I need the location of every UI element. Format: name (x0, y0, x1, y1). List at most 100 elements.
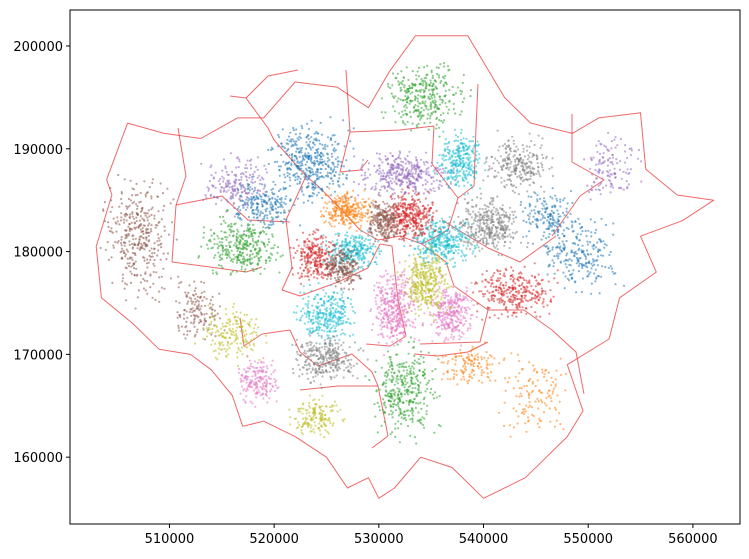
data-point (352, 310, 355, 313)
data-point (257, 210, 260, 214)
data-point (563, 214, 566, 217)
data-point (346, 321, 349, 324)
data-point (474, 255, 477, 258)
data-point (352, 236, 356, 239)
data-point (245, 198, 248, 201)
data-point (216, 243, 219, 246)
data-point (439, 81, 442, 84)
data-point (555, 225, 559, 228)
data-point (413, 397, 416, 400)
data-point (597, 255, 600, 258)
data-point (366, 176, 369, 179)
data-point (398, 173, 401, 176)
data-point (496, 129, 499, 132)
data-point (400, 70, 403, 73)
data-point (321, 196, 324, 200)
data-point (200, 162, 203, 165)
data-point (213, 242, 216, 246)
data-point (352, 245, 355, 248)
data-point (369, 246, 372, 250)
data-point (147, 234, 150, 237)
data-point (483, 234, 486, 237)
data-point (400, 395, 403, 398)
data-point (120, 197, 123, 201)
data-point (252, 175, 255, 178)
data-point (416, 97, 419, 100)
data-point (239, 261, 242, 264)
data-point (411, 365, 414, 368)
data-point (133, 274, 136, 277)
data-point (553, 204, 556, 207)
data-point (435, 170, 438, 173)
data-point (315, 293, 318, 296)
data-point (385, 178, 388, 182)
data-point (227, 189, 230, 192)
data-point (589, 271, 592, 274)
data-point (433, 88, 436, 91)
data-point (577, 264, 581, 267)
data-point (195, 330, 199, 334)
data-point (453, 140, 456, 143)
data-point (244, 208, 247, 211)
data-point (548, 264, 551, 267)
data-point (436, 250, 439, 253)
data-point (487, 242, 490, 245)
data-point (589, 198, 592, 201)
data-point (514, 173, 517, 176)
data-point (433, 172, 436, 175)
data-point (538, 173, 541, 176)
data-point (478, 249, 481, 252)
data-point (316, 157, 319, 160)
data-point (256, 191, 259, 194)
data-point (430, 113, 433, 116)
data-point (598, 158, 601, 161)
data-point (529, 151, 532, 154)
data-point (430, 387, 433, 391)
data-point (419, 118, 422, 121)
data-point (458, 170, 461, 174)
data-point (546, 273, 549, 276)
data-point (299, 224, 302, 227)
data-point (509, 235, 512, 238)
data-point (471, 252, 474, 255)
data-point (581, 266, 584, 270)
data-point (139, 274, 142, 277)
data-point (453, 265, 456, 268)
data-point (556, 252, 559, 255)
data-point (414, 156, 418, 159)
data-point (377, 240, 380, 243)
data-point (394, 427, 397, 430)
data-point (455, 245, 458, 248)
data-point (303, 322, 306, 325)
data-point (224, 167, 227, 170)
data-point (375, 171, 378, 174)
data-point (511, 185, 514, 188)
data-point (244, 163, 247, 166)
data-point (443, 159, 446, 162)
data-point (615, 158, 618, 161)
data-point (306, 186, 309, 189)
data-point (289, 168, 292, 171)
data-point (454, 239, 457, 242)
data-point (131, 194, 134, 197)
data-point (472, 250, 475, 253)
data-point (415, 78, 418, 81)
data-point (303, 291, 306, 294)
data-point (369, 238, 372, 242)
data-point (435, 396, 438, 399)
data-point (536, 194, 539, 197)
data-point (445, 183, 448, 186)
data-point (562, 221, 565, 224)
data-point (139, 215, 142, 218)
data-point (247, 215, 250, 219)
data-point (413, 177, 416, 180)
data-point (603, 243, 607, 246)
data-point (210, 234, 213, 237)
data-point (441, 75, 445, 79)
data-point (307, 174, 311, 178)
data-point (156, 254, 159, 257)
data-point (360, 166, 363, 169)
data-point (298, 165, 301, 168)
data-point (383, 185, 386, 188)
data-point (308, 169, 311, 173)
